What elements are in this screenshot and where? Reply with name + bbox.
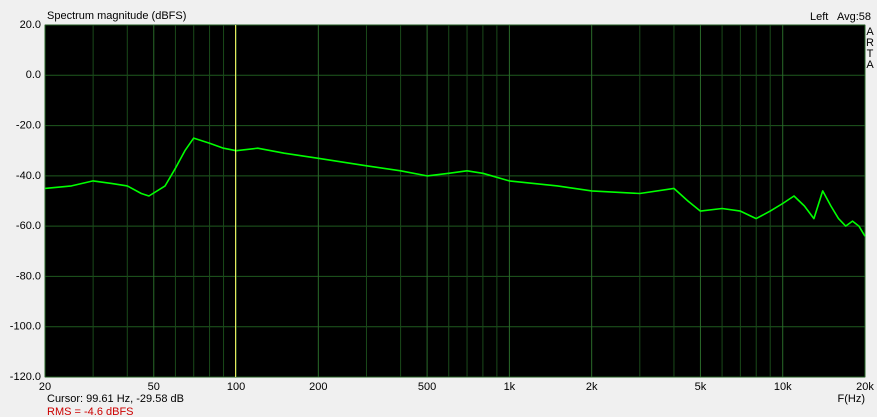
x-tick-label: 20k bbox=[856, 381, 874, 393]
y-tick-label: -120.0 bbox=[10, 371, 41, 383]
plot-area bbox=[44, 24, 866, 378]
chart-title: Spectrum magnitude (dBFS) bbox=[47, 10, 186, 22]
side-letter: T bbox=[867, 48, 874, 60]
x-tick-label: 20 bbox=[39, 381, 51, 393]
x-tick-label: 100 bbox=[227, 381, 245, 393]
rms-readout: RMS = -4.6 dBFS bbox=[47, 406, 134, 417]
y-tick-label: -20.0 bbox=[16, 119, 41, 131]
channel: Left bbox=[810, 11, 828, 23]
y-tick-label: -60.0 bbox=[16, 220, 41, 232]
x-tick-label: 1k bbox=[504, 381, 516, 393]
cursor-readout: Cursor: 99.61 Hz, -29.58 dB bbox=[47, 393, 184, 405]
y-tick-label: -80.0 bbox=[16, 270, 41, 282]
spectrum-line bbox=[44, 137, 866, 237]
side-letter: A bbox=[866, 59, 874, 71]
x-tick-label: 2k bbox=[586, 381, 598, 393]
x-tick-label: 5k bbox=[695, 381, 707, 393]
x-tick-label: 10k bbox=[774, 381, 792, 393]
y-tick-label: -40.0 bbox=[16, 170, 41, 182]
y-tick-label: 0.0 bbox=[26, 69, 41, 81]
x-tick-label: 50 bbox=[148, 381, 160, 393]
side-letter: R bbox=[866, 37, 874, 49]
y-tick-label: 20.0 bbox=[20, 19, 41, 31]
x-tick-label: 200 bbox=[309, 381, 327, 393]
y-tick-label: -100.0 bbox=[10, 321, 41, 333]
average: Avg:58 bbox=[837, 11, 871, 23]
x-axis-label: F(Hz) bbox=[838, 393, 866, 405]
side-letter: A bbox=[866, 26, 874, 38]
x-tick-label: 500 bbox=[418, 381, 436, 393]
